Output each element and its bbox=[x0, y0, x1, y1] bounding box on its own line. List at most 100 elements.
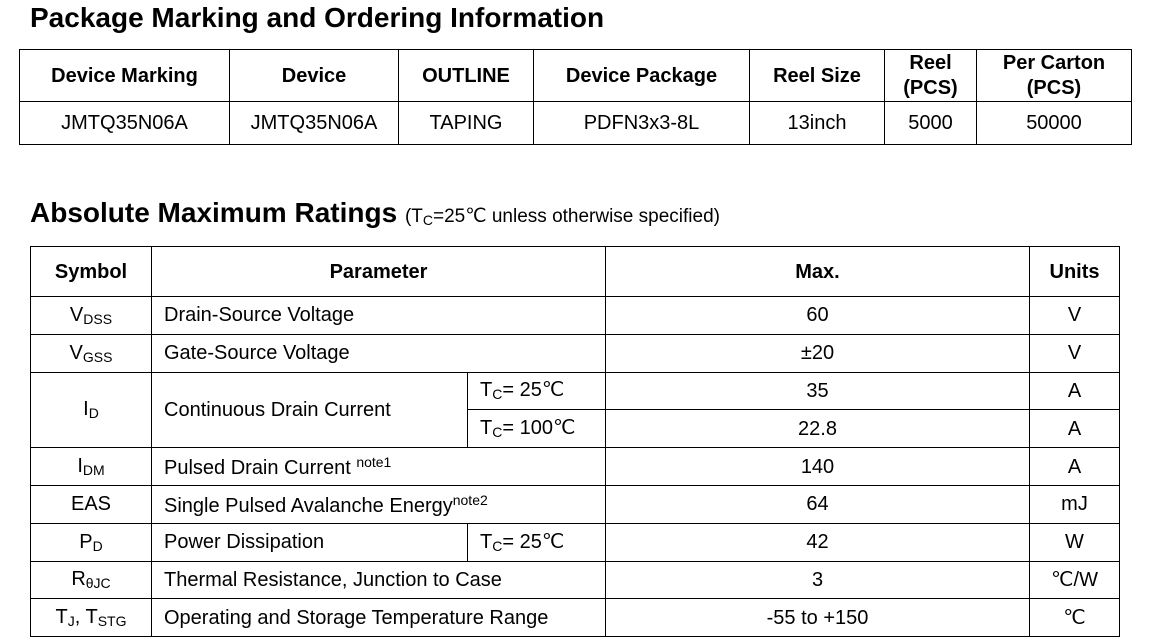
header-outline: OUTLINE bbox=[398, 49, 534, 102]
row-tj: TJ, TSTG Operating and Storage Temperatu… bbox=[30, 598, 1120, 637]
cell-reel-size: 13inch bbox=[749, 101, 885, 145]
symbol-vgss-main: V bbox=[69, 341, 83, 364]
symbol-id-main: I bbox=[83, 398, 89, 421]
param-idm: Pulsed Drain Current note1 bbox=[151, 447, 606, 486]
unit-idm: A bbox=[1029, 447, 1120, 486]
ratings-condition-note: (TC=25℃ unless otherwise specified) bbox=[404, 206, 720, 228]
param-rth: Thermal Resistance, Junction to Case bbox=[151, 560, 606, 600]
max-vdss: 60 bbox=[605, 296, 1030, 335]
symbol-vdss-main: V bbox=[69, 303, 84, 326]
row-pd: PD Power Dissipation TC= 25℃ 42 W bbox=[30, 522, 1120, 562]
cell-outline: TAPING bbox=[398, 101, 534, 145]
ordering-title-text: Package Marking and Ordering Information bbox=[30, 2, 605, 33]
cell-device-marking: JMTQ35N06A bbox=[19, 101, 230, 145]
ratings-title: Absolute Maximum Ratings (TC=25℃ unless … bbox=[30, 197, 720, 229]
cond-pd: TC= 25℃ bbox=[467, 522, 606, 562]
max-tj: -55 to +150 bbox=[605, 598, 1030, 637]
cond-id-100c-sub: C bbox=[492, 424, 503, 441]
max-id-100c: 22.8 bbox=[605, 409, 1030, 449]
param-tj: Operating and Storage Temperature Range bbox=[151, 598, 606, 637]
note-sub: C bbox=[422, 212, 434, 228]
max-id-25c: 35 bbox=[605, 371, 1030, 411]
param-pd: Power Dissipation bbox=[151, 522, 468, 562]
param-vdss: Drain-Source Voltage bbox=[151, 296, 606, 335]
ratings-title-text: Absolute Maximum Ratings bbox=[30, 197, 398, 228]
param-eas-text: Single Pulsed Avalanche Energy bbox=[164, 494, 453, 517]
header-carton-line1: Per Carton bbox=[1002, 51, 1106, 74]
row-id-100c: TC= 100℃ 22.8 A bbox=[31, 409, 1120, 449]
symbol-tj-sub: J bbox=[67, 613, 75, 630]
cell-device-package: PDFN3x3-8L bbox=[533, 101, 750, 145]
ratings-table: Symbol Parameter Max. Units VDSS Drain-S… bbox=[30, 246, 1120, 637]
header-max: Max. bbox=[605, 246, 1030, 297]
cond-id-100c-post: = 100℃ bbox=[502, 417, 576, 440]
cond-id-25c-sub: C bbox=[492, 386, 503, 403]
param-idm-note: note1 bbox=[356, 454, 392, 471]
row-rth: RθJC Thermal Resistance, Junction to Cas… bbox=[30, 560, 1120, 600]
unit-rth: ℃/W bbox=[1029, 560, 1120, 600]
symbol-eas: EAS bbox=[30, 484, 152, 524]
max-vgss: ±20 bbox=[605, 333, 1030, 373]
symbol-id-sub: D bbox=[88, 405, 99, 422]
symbol-idm: IDM bbox=[30, 447, 152, 486]
max-eas: 64 bbox=[605, 484, 1030, 524]
ordering-header-row: Device Marking Device OUTLINE Device Pac… bbox=[19, 49, 1132, 102]
unit-id-25c: A bbox=[1029, 371, 1120, 411]
symbol-pd: PD bbox=[30, 522, 152, 562]
param-id: Continuous Drain Current bbox=[151, 371, 468, 449]
param-vgss: Gate-Source Voltage bbox=[151, 333, 606, 373]
symbol-tstg-main: T bbox=[85, 606, 98, 629]
row-eas: EAS Single Pulsed Avalanche Energynote2 … bbox=[30, 484, 1120, 524]
unit-vgss: V bbox=[1029, 333, 1120, 373]
header-reel-pcs: Reel (PCS) bbox=[884, 49, 977, 102]
param-eas: Single Pulsed Avalanche Energynote2 bbox=[151, 484, 606, 524]
ordering-data-row: JMTQ35N06A JMTQ35N06A TAPING PDFN3x3-8L … bbox=[19, 101, 1132, 145]
symbol-tj: TJ, TSTG bbox=[30, 598, 152, 637]
symbol-pd-main: P bbox=[79, 530, 93, 553]
max-idm: 140 bbox=[605, 447, 1030, 486]
header-reel-line1: Reel bbox=[909, 51, 952, 74]
header-device-package: Device Package bbox=[533, 49, 750, 102]
ordering-table: Device Marking Device OUTLINE Device Pac… bbox=[19, 49, 1132, 145]
cond-pd-sub: C bbox=[492, 537, 503, 554]
symbol-idm-sub: DM bbox=[82, 462, 105, 479]
param-idm-text: Pulsed Drain Current bbox=[164, 457, 357, 480]
symbol-rth-sub: θJC bbox=[85, 575, 111, 592]
unit-tj: ℃ bbox=[1029, 598, 1120, 637]
header-carton-line2: (PCS) bbox=[1026, 76, 1082, 99]
row-vgss: VGSS Gate-Source Voltage ±20 V bbox=[30, 333, 1120, 373]
cond-id-100c: TC= 100℃ bbox=[467, 409, 606, 449]
symbol-rth: RθJC bbox=[30, 560, 152, 600]
row-id-25c: ID Continuous Drain Current TC= 25℃ 35 A bbox=[30, 371, 1120, 449]
ordering-title: Package Marking and Ordering Information bbox=[30, 2, 604, 34]
symbol-id: ID bbox=[30, 371, 152, 449]
note-post: =25℃ unless otherwise specified) bbox=[433, 206, 720, 227]
cond-id-100c-pre: T bbox=[480, 417, 493, 440]
cond-id-25c-pre: T bbox=[480, 379, 493, 402]
max-pd: 42 bbox=[605, 522, 1030, 562]
cond-id-25c-post: = 25℃ bbox=[502, 379, 565, 402]
param-eas-note: note2 bbox=[452, 491, 488, 508]
cell-device: JMTQ35N06A bbox=[229, 101, 399, 145]
ratings-header-row: Symbol Parameter Max. Units bbox=[30, 246, 1120, 297]
symbol-tj-main: T bbox=[55, 606, 68, 629]
cond-pd-post: = 25℃ bbox=[502, 530, 565, 553]
symbol-tstg-sub: STG bbox=[97, 613, 127, 630]
header-device-marking: Device Marking bbox=[19, 49, 230, 102]
note-pre: (T bbox=[404, 206, 423, 227]
header-units: Units bbox=[1029, 246, 1120, 297]
symbol-tj-sep: , bbox=[74, 606, 86, 629]
symbol-idm-main: I bbox=[77, 455, 83, 478]
unit-pd: W bbox=[1029, 522, 1120, 562]
cell-reel-pcs: 5000 bbox=[884, 101, 977, 145]
header-device: Device bbox=[229, 49, 399, 102]
unit-vdss: V bbox=[1029, 296, 1120, 335]
symbol-vgss: VGSS bbox=[30, 333, 152, 373]
max-rth: 3 bbox=[605, 560, 1030, 600]
header-parameter: Parameter bbox=[151, 246, 606, 297]
unit-id-100c: A bbox=[1029, 409, 1120, 449]
row-idm: IDM Pulsed Drain Current note1 140 A bbox=[30, 447, 1120, 486]
row-vdss: VDSS Drain-Source Voltage 60 V bbox=[30, 296, 1120, 335]
header-per-carton: Per Carton (PCS) bbox=[976, 49, 1132, 102]
symbol-vgss-sub: GSS bbox=[82, 348, 113, 365]
